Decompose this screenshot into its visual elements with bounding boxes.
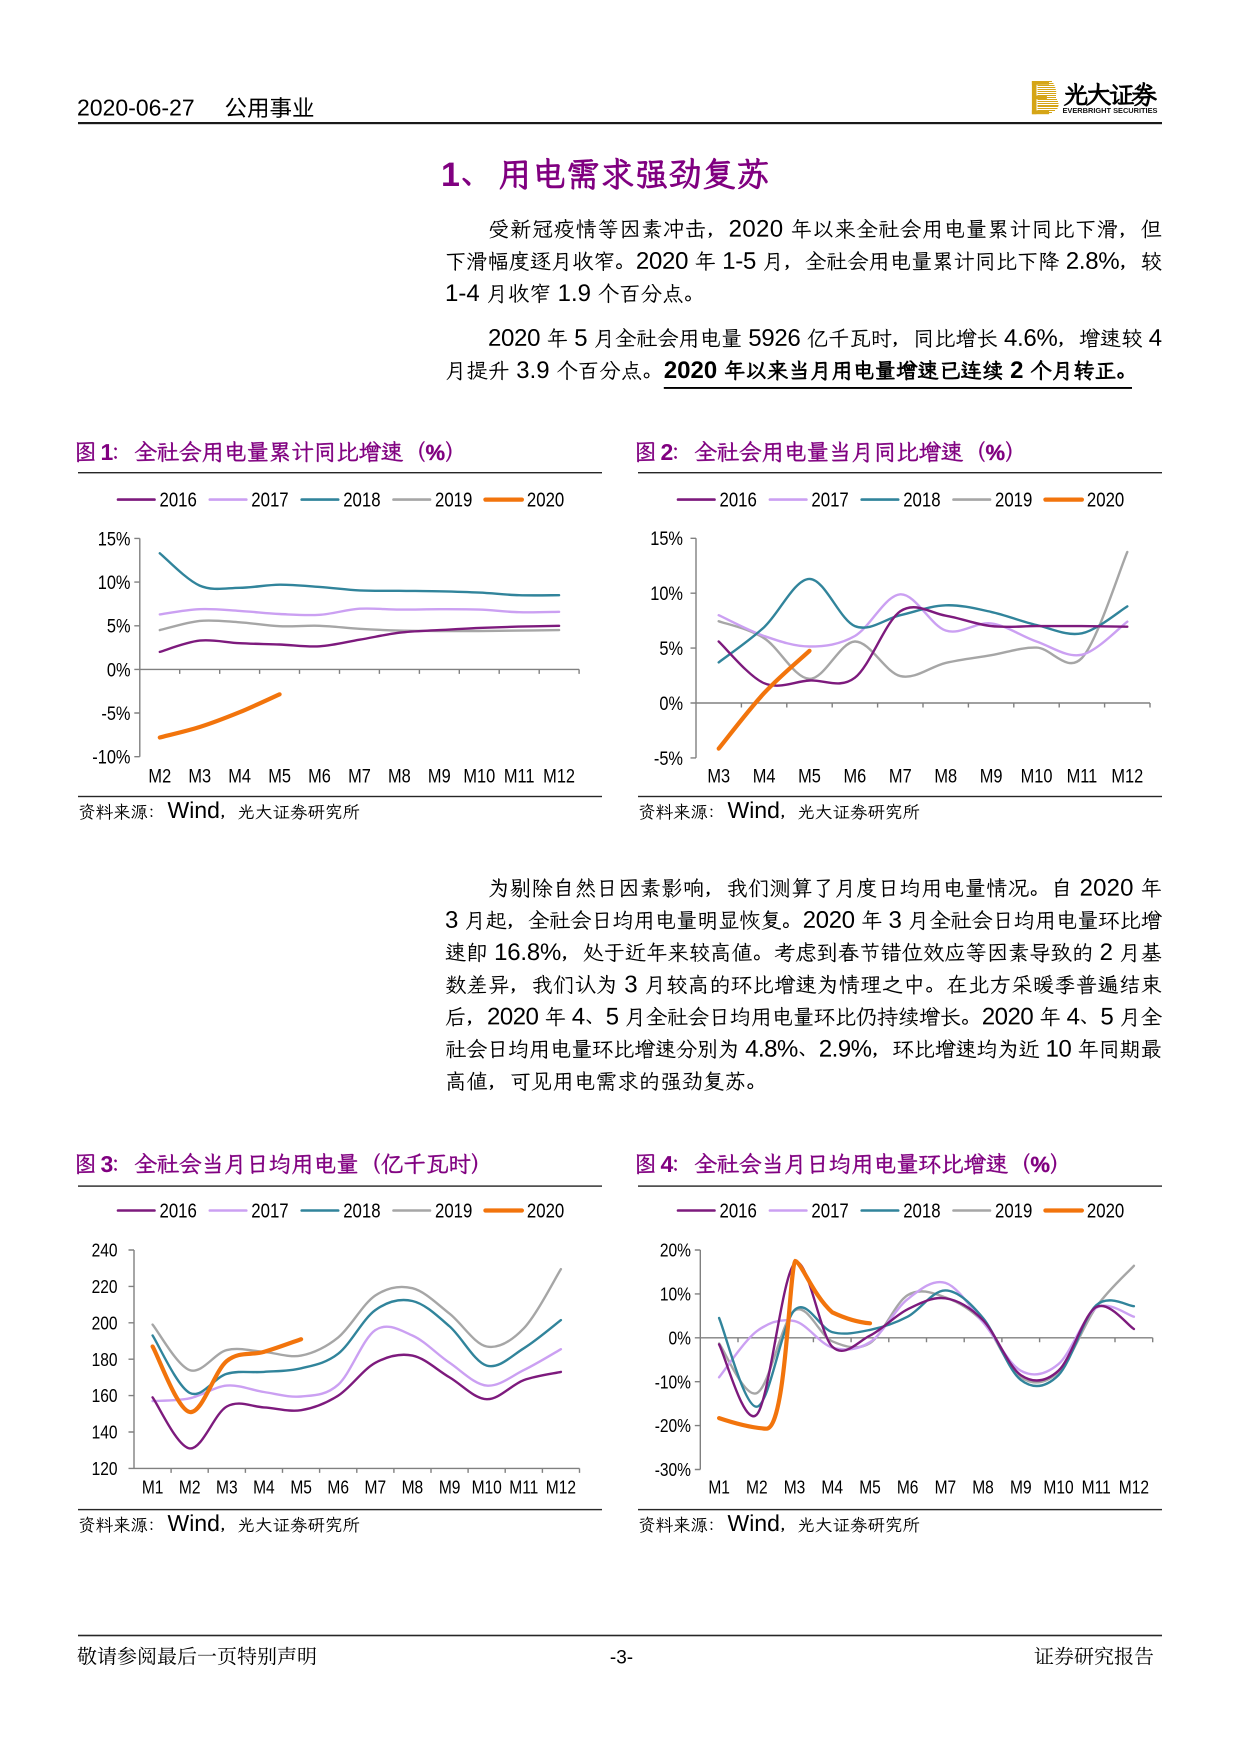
- svg-text:-10%: -10%: [655, 1372, 691, 1393]
- svg-text:15%: 15%: [98, 528, 131, 550]
- svg-text:M12: M12: [546, 1477, 576, 1498]
- svg-text:180: 180: [92, 1350, 118, 1371]
- svg-text:M5: M5: [290, 1477, 312, 1498]
- svg-text:M8: M8: [402, 1477, 424, 1498]
- svg-text:0%: 0%: [659, 693, 683, 715]
- svg-text:M11: M11: [509, 1477, 538, 1498]
- svg-text:2017: 2017: [811, 488, 848, 511]
- svg-text:M11: M11: [1067, 765, 1098, 787]
- svg-text:M7: M7: [365, 1477, 387, 1498]
- svg-text:M3: M3: [216, 1477, 238, 1498]
- svg-text:M6: M6: [844, 765, 867, 787]
- svg-text:2019: 2019: [435, 1199, 472, 1222]
- svg-text:M6: M6: [327, 1477, 349, 1498]
- svg-text:140: 140: [92, 1422, 118, 1443]
- svg-text:2018: 2018: [903, 1199, 940, 1222]
- svg-text:2019: 2019: [995, 1199, 1032, 1222]
- svg-text:-10%: -10%: [92, 746, 130, 768]
- svg-text:2018: 2018: [343, 488, 380, 511]
- svg-text:M8: M8: [934, 765, 957, 787]
- svg-text:M9: M9: [980, 765, 1003, 787]
- svg-text:M1: M1: [708, 1477, 730, 1498]
- svg-text:200: 200: [92, 1313, 118, 1334]
- svg-text:2016: 2016: [160, 1199, 197, 1222]
- svg-text:-30%: -30%: [655, 1460, 691, 1481]
- svg-text:M3: M3: [784, 1477, 806, 1498]
- svg-text:5%: 5%: [659, 638, 683, 660]
- svg-text:2019: 2019: [435, 488, 472, 511]
- svg-text:M8: M8: [388, 765, 411, 787]
- svg-text:-5%: -5%: [101, 703, 130, 725]
- svg-text:M11: M11: [1082, 1477, 1111, 1498]
- svg-text:M10: M10: [1043, 1477, 1073, 1498]
- svg-text:M8: M8: [972, 1477, 994, 1498]
- svg-text:M4: M4: [253, 1477, 275, 1498]
- svg-text:M12: M12: [543, 765, 575, 787]
- svg-text:2017: 2017: [811, 1199, 848, 1222]
- svg-text:10%: 10%: [660, 1284, 691, 1305]
- svg-text:M10: M10: [1021, 765, 1053, 787]
- svg-text:M12: M12: [1119, 1477, 1149, 1498]
- svg-text:0%: 0%: [107, 659, 131, 681]
- svg-text:220: 220: [92, 1277, 118, 1298]
- svg-text:5%: 5%: [107, 615, 131, 637]
- svg-text:2016: 2016: [720, 1199, 757, 1222]
- svg-text:240: 240: [92, 1240, 118, 1261]
- svg-text:10%: 10%: [98, 572, 131, 594]
- svg-text:M9: M9: [428, 765, 451, 787]
- svg-text:2020: 2020: [1087, 488, 1124, 511]
- svg-text:M11: M11: [504, 765, 535, 787]
- svg-text:M4: M4: [228, 765, 251, 787]
- svg-text:10%: 10%: [650, 583, 683, 605]
- svg-text:M7: M7: [889, 765, 912, 787]
- svg-text:M10: M10: [472, 1477, 502, 1498]
- svg-text:M7: M7: [935, 1477, 957, 1498]
- svg-text:EVERBRIGHT SECURITIES: EVERBRIGHT SECURITIES: [1063, 108, 1158, 115]
- svg-text:M2: M2: [179, 1477, 201, 1498]
- svg-text:M5: M5: [859, 1477, 881, 1498]
- svg-text:M1: M1: [142, 1477, 164, 1498]
- svg-text:M9: M9: [439, 1477, 461, 1498]
- svg-text:M4: M4: [753, 765, 776, 787]
- svg-text:2018: 2018: [343, 1199, 380, 1222]
- svg-text:2020: 2020: [527, 1199, 564, 1222]
- svg-text:M3: M3: [707, 765, 730, 787]
- svg-text:M5: M5: [798, 765, 821, 787]
- svg-text:M12: M12: [1111, 765, 1143, 787]
- svg-text:2018: 2018: [903, 488, 940, 511]
- svg-text:-5%: -5%: [654, 747, 683, 769]
- svg-text:2016: 2016: [160, 488, 197, 511]
- svg-text:120: 120: [92, 1459, 118, 1480]
- svg-text:2016: 2016: [720, 488, 757, 511]
- svg-text:M6: M6: [308, 765, 331, 787]
- svg-text:M9: M9: [1010, 1477, 1032, 1498]
- svg-text:2020: 2020: [1087, 1199, 1124, 1222]
- svg-text:2017: 2017: [251, 1199, 288, 1222]
- svg-text:M3: M3: [188, 765, 211, 787]
- svg-text:2017: 2017: [251, 488, 288, 511]
- svg-text:M6: M6: [897, 1477, 919, 1498]
- svg-text:M4: M4: [821, 1477, 843, 1498]
- svg-text:15%: 15%: [650, 528, 683, 550]
- svg-text:M2: M2: [148, 765, 171, 787]
- svg-text:2020: 2020: [527, 488, 564, 511]
- svg-text:160: 160: [92, 1386, 118, 1407]
- svg-text:0%: 0%: [669, 1328, 691, 1349]
- svg-text:2019: 2019: [995, 488, 1032, 511]
- svg-text:M7: M7: [348, 765, 371, 787]
- svg-text:-3-: -3-: [610, 1648, 633, 1669]
- svg-text:M2: M2: [746, 1477, 768, 1498]
- svg-text:M5: M5: [268, 765, 291, 787]
- svg-text:M10: M10: [463, 765, 495, 787]
- svg-text:-20%: -20%: [655, 1416, 691, 1437]
- svg-text:20%: 20%: [660, 1240, 691, 1261]
